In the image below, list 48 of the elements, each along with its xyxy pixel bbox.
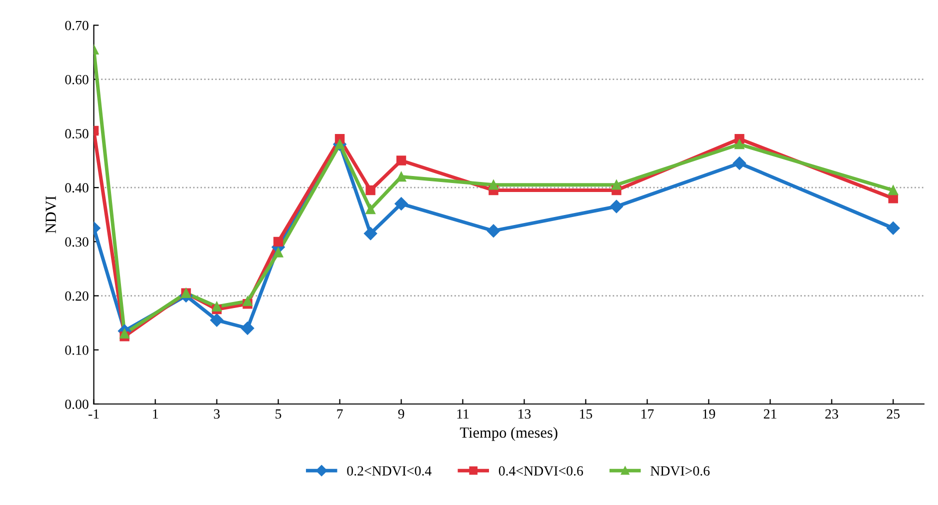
- y-tick-label: 0.50: [65, 129, 88, 138]
- x-tick-label: 9: [398, 409, 404, 419]
- point: [273, 248, 284, 258]
- x-tick-label: 5: [276, 409, 282, 419]
- point: [886, 222, 900, 235]
- point: [488, 180, 498, 190]
- x-axis-title: Tiempo (meses): [460, 427, 558, 441]
- legend-label: 0.2<NDVI<0.4: [347, 466, 432, 476]
- y-tick-label: 0.10: [65, 345, 88, 355]
- y-tick-label: 0.40: [65, 183, 88, 193]
- y-tick-label: 0.30: [65, 237, 88, 247]
- x-tick-label: 25: [886, 409, 900, 419]
- x-tick-label: 13: [518, 409, 531, 419]
- y-tick-label: 0.60: [65, 74, 88, 84]
- point: [612, 180, 622, 190]
- x-tick-label: 17: [641, 409, 654, 418]
- x-tick-label: 3: [214, 409, 220, 419]
- x-tick-label: 21: [764, 409, 776, 418]
- y-tick-label: 0.20: [65, 291, 88, 301]
- point: [486, 224, 500, 238]
- point: [366, 204, 376, 214]
- x-tick-label: 19: [702, 409, 716, 419]
- x-tick-label: 15: [580, 409, 592, 419]
- point: [242, 296, 252, 306]
- x-tick-label: 7: [337, 409, 343, 418]
- point: [212, 302, 222, 312]
- point: [610, 200, 624, 214]
- y-tick-label: 0.70: [65, 20, 88, 30]
- point: [394, 197, 408, 210]
- x-tick-label: 11: [457, 409, 469, 418]
- point: [888, 185, 898, 196]
- point: [240, 322, 254, 335]
- x-tick-label: -1: [88, 409, 99, 418]
- point: [396, 156, 406, 166]
- point: [364, 226, 378, 240]
- x-tick-label: 23: [825, 409, 838, 419]
- y-tick-label: 0.00: [65, 400, 88, 410]
- point: [366, 185, 376, 196]
- point: [210, 314, 224, 327]
- legend-label: NDVI>0.6: [650, 466, 710, 476]
- point: [273, 236, 284, 247]
- y-axis-title: NDVI: [46, 196, 56, 234]
- point: [732, 156, 746, 170]
- legend-label: 0.4<NDVI<0.6: [498, 466, 584, 476]
- point: [396, 172, 406, 182]
- x-tick-label: 1: [153, 409, 158, 418]
- point: [734, 139, 744, 150]
- point: [120, 328, 130, 339]
